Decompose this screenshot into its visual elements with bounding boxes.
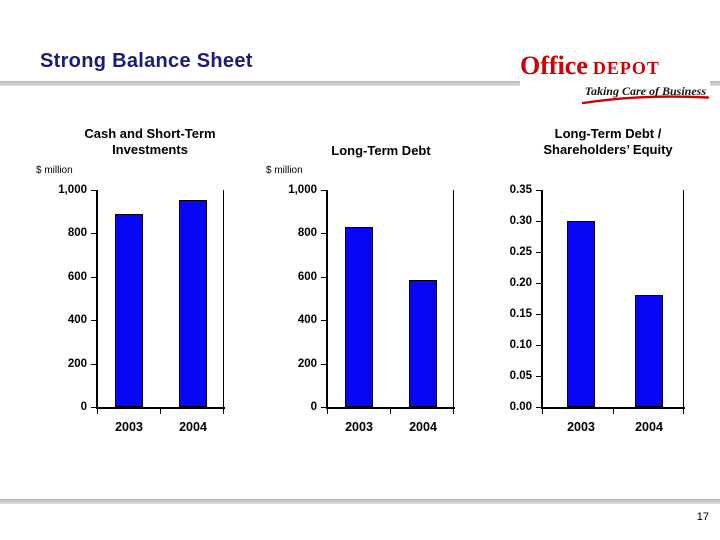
y-axis-line [326,190,328,409]
office-depot-logo: Office DEPOT Taking Care of Business [520,53,710,105]
x-tick-mark [613,409,614,414]
category-label: 2004 [179,420,207,434]
y-tick-mark [321,407,326,408]
y-tick-label: 1,000 [58,184,87,196]
x-tick-mark [97,409,98,414]
x-tick-mark [683,409,684,414]
y-tick-mark [536,345,541,346]
y-tick-label: 800 [67,227,87,240]
y-tick-mark [91,190,96,191]
y-tick-label: 0.05 [509,370,532,382]
unit-label: $ million [36,165,73,176]
y-tick-mark [536,252,541,253]
chart-title: Long-Term Debt [331,143,431,158]
y-tick-mark [536,407,541,408]
plot-right-border [683,190,684,409]
logo-word-depot: DEPOT [592,58,660,78]
y-axis-line [96,190,98,409]
chart-title: Cash and Short-Term Investments [84,126,216,157]
chart-title: Long-Term Debt / Shareholders’ Equity [543,126,673,157]
title-divider [0,81,720,86]
y-tick-mark [321,190,326,191]
bar-2004 [179,199,207,407]
y-tick-label: 0.20 [509,277,532,289]
bar-2003 [345,226,373,407]
y-tick-label: 400 [67,314,87,327]
x-tick-mark [542,409,543,414]
y-tick-label: 0 [80,401,87,413]
y-tick-label: 0.30 [509,215,532,227]
y-tick-mark [321,277,326,278]
page-number: 17 [696,511,709,523]
logo-tagline: Taking Care of Business [584,84,706,98]
y-tick-mark [321,320,326,321]
category-label: 2003 [567,420,595,434]
y-tick-mark [321,364,326,365]
y-tick-mark [91,233,96,234]
y-tick-label: 0.00 [509,401,532,413]
x-axis-line [96,407,225,409]
y-tick-mark [536,221,541,222]
unit-label: $ million [266,165,303,176]
y-tick-mark [536,190,541,191]
y-tick-label: 0.35 [509,184,532,196]
y-tick-mark [536,314,541,315]
plot-right-border [223,190,224,409]
y-tick-mark [321,233,326,234]
y-tick-label: 400 [297,314,317,327]
x-tick-mark [390,409,391,414]
x-tick-mark [453,409,454,414]
bar-2004 [635,295,663,407]
logo-swoosh-icon [582,95,710,105]
y-tick-label: 800 [297,227,317,240]
y-tick-mark [91,364,96,365]
x-axis-line [326,407,455,409]
y-tick-label: 1,000 [288,184,317,196]
y-tick-mark [536,283,541,284]
footer-divider [0,499,720,504]
category-label: 2004 [409,420,437,434]
y-tick-label: 600 [297,270,317,283]
y-tick-label: 0.10 [509,339,532,351]
y-tick-label: 600 [67,270,87,283]
y-tick-mark [536,376,541,377]
category-label: 2003 [345,420,373,434]
category-label: 2004 [635,420,663,434]
y-tick-mark [91,277,96,278]
x-axis-line [541,407,685,409]
x-tick-mark [160,409,161,414]
category-label: 2003 [115,420,143,434]
plot-right-border [453,190,454,409]
y-tick-label: 0.25 [509,246,532,258]
y-tick-label: 200 [297,357,317,370]
y-tick-label: 0 [310,401,317,413]
logo-word-office: Office [520,51,588,80]
y-axis-line [541,190,543,409]
page-title: Strong Balance Sheet [40,50,253,72]
y-tick-label: 0.15 [509,308,532,320]
y-tick-mark [91,320,96,321]
x-tick-mark [223,409,224,414]
bar-2004 [409,280,437,407]
logo-wordmark: Office DEPOT [520,53,710,83]
bar-2003 [115,213,143,407]
bar-2003 [567,221,595,407]
y-tick-mark [91,407,96,408]
y-tick-label: 200 [67,357,87,370]
x-tick-mark [327,409,328,414]
